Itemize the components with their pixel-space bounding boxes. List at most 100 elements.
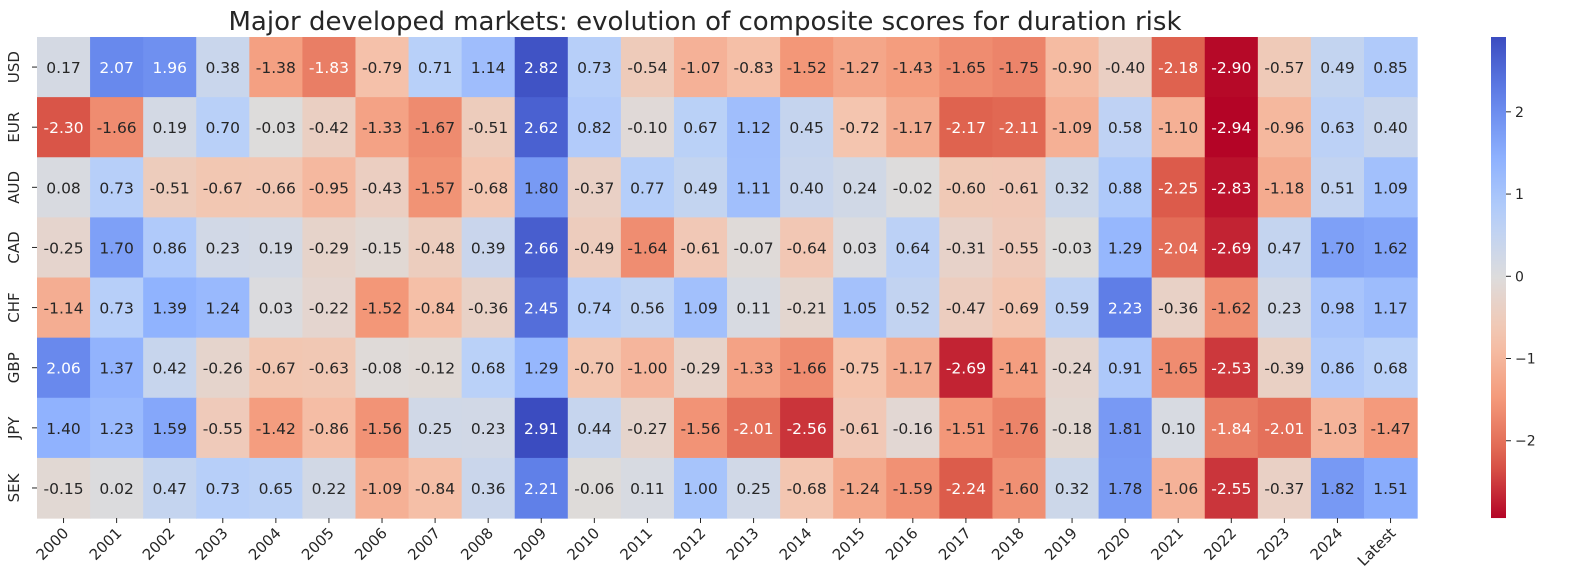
heatmap-cell (143, 157, 197, 218)
colorbar-tick-label: 2 (1515, 105, 1524, 121)
heatmap-cell (1204, 217, 1259, 279)
cell-value-label: 0.98 (1320, 300, 1355, 318)
cell-value-label: -0.22 (309, 300, 349, 318)
cell-value-label: 0.71 (418, 59, 453, 77)
cell-value-label: 0.59 (1055, 300, 1090, 318)
cell-value-label: -1.43 (893, 59, 933, 77)
heatmap-cell (780, 217, 834, 279)
cell-value-label: -0.61 (680, 239, 720, 257)
heatmap-cell (567, 97, 622, 158)
cell-value-label: 0.56 (630, 300, 665, 318)
heatmap-cell (1204, 397, 1259, 459)
cell-value-label: 1.37 (99, 360, 134, 378)
cell-value-label: -1.24 (840, 480, 880, 498)
heatmap-cell (780, 37, 834, 98)
cell-value-label: 0.51 (1320, 179, 1355, 197)
cell-value-label: 1.29 (524, 360, 559, 378)
cell-value-label: -2.83 (1211, 179, 1251, 197)
cell-value-label: 0.39 (471, 239, 506, 257)
x-tick-label: 2010 (563, 524, 603, 564)
colorbar-tick-label: 1 (1515, 187, 1524, 203)
cell-value-label: 1.09 (683, 300, 718, 318)
heatmap-cell (567, 457, 622, 519)
heatmap-cell (992, 157, 1047, 218)
cell-value-label: -0.27 (627, 420, 667, 438)
cell-value-label: -1.66 (97, 119, 137, 137)
cell-value-label: 2.66 (524, 239, 559, 257)
heatmap-cell (939, 217, 994, 279)
heatmap-cell (1257, 397, 1312, 459)
heatmap-cell (833, 277, 887, 339)
cell-value-label: -0.67 (256, 360, 296, 378)
cell-value-label: 0.24 (842, 179, 877, 197)
cell-value-label: -0.70 (574, 360, 614, 378)
heatmap-cell (514, 277, 569, 339)
cell-value-label: -0.29 (309, 239, 349, 257)
cell-value-label: -1.66 (787, 360, 827, 378)
cell-value-label: -0.68 (787, 480, 827, 498)
cell-value-label: -1.09 (362, 480, 402, 498)
heatmap-cell (1151, 337, 1206, 399)
heatmap-cell (461, 337, 516, 399)
cell-value-label: -0.10 (627, 119, 667, 137)
heatmap-cell (1364, 37, 1418, 98)
heatmap-cell (196, 37, 250, 98)
cell-value-label: 1.05 (842, 300, 877, 318)
cell-value-label: 0.49 (1320, 59, 1355, 77)
cell-value-label: 1.23 (99, 420, 134, 438)
cell-value-label: 0.47 (152, 480, 187, 498)
cell-value-label: -0.15 (362, 239, 402, 257)
heatmap-cell (992, 457, 1047, 519)
heatmap-cell (249, 157, 303, 218)
cell-value-label: 0.88 (1108, 179, 1143, 197)
cell-value-label: 0.03 (259, 300, 294, 318)
cell-value-label: 0.82 (577, 119, 612, 137)
heatmap-cell (461, 457, 516, 519)
colorbar: 2 1 0 −1 −2 (1491, 37, 1536, 519)
heatmap-cell (37, 37, 91, 98)
heatmap-cell (1098, 277, 1153, 339)
x-tick-label: 2023 (1253, 524, 1293, 564)
heatmap-cell (37, 277, 91, 339)
heatmap-cell (355, 277, 410, 339)
cell-value-label: -0.43 (362, 179, 402, 197)
cell-value-label: -0.16 (893, 420, 933, 438)
heatmap-cell (143, 457, 197, 519)
cell-value-label: -0.68 (468, 179, 508, 197)
heatmap-cell (514, 457, 569, 519)
heatmap-cell (355, 97, 410, 158)
cell-value-label: -0.69 (999, 300, 1039, 318)
cell-value-label: -0.83 (734, 59, 774, 77)
heatmap-cell (1098, 97, 1153, 158)
heatmap-cell (992, 337, 1047, 399)
cell-value-label: 0.19 (152, 119, 187, 137)
cell-value-label: 0.38 (206, 59, 241, 77)
cell-value-label: -1.41 (999, 360, 1039, 378)
heatmap-cell (620, 97, 675, 158)
cell-value-label: 0.70 (206, 119, 241, 137)
cell-value-label: -2.04 (1158, 239, 1198, 257)
cell-value-label: -0.29 (680, 360, 720, 378)
heatmap-cell (37, 337, 91, 399)
heatmap-cell (567, 397, 622, 459)
heatmap-cell (37, 157, 91, 218)
heatmap-cell (1310, 397, 1365, 459)
cell-value-label: -0.42 (309, 119, 349, 137)
heatmap-cell (143, 97, 197, 158)
cell-value-label: 0.68 (1373, 360, 1408, 378)
heatmap-cell (1098, 337, 1153, 399)
heatmap-cell (992, 97, 1047, 158)
cell-value-label: 1.17 (1373, 300, 1408, 318)
heatmap-cell (833, 157, 887, 218)
heatmap-cell (780, 277, 834, 339)
heatmap-cell (37, 457, 91, 519)
cell-value-label: -1.76 (999, 420, 1039, 438)
cell-value-label: -0.63 (309, 360, 349, 378)
heatmap-cell (143, 337, 197, 399)
cell-value-label: -0.02 (893, 179, 933, 197)
x-axis: 2000 2001 2002 2003 2004 2005 2006 2007 2008 2009… (33, 518, 1399, 570)
heatmap-cell (514, 37, 569, 98)
cell-value-label: -1.83 (309, 59, 349, 77)
cell-value-label: -0.15 (43, 480, 83, 498)
